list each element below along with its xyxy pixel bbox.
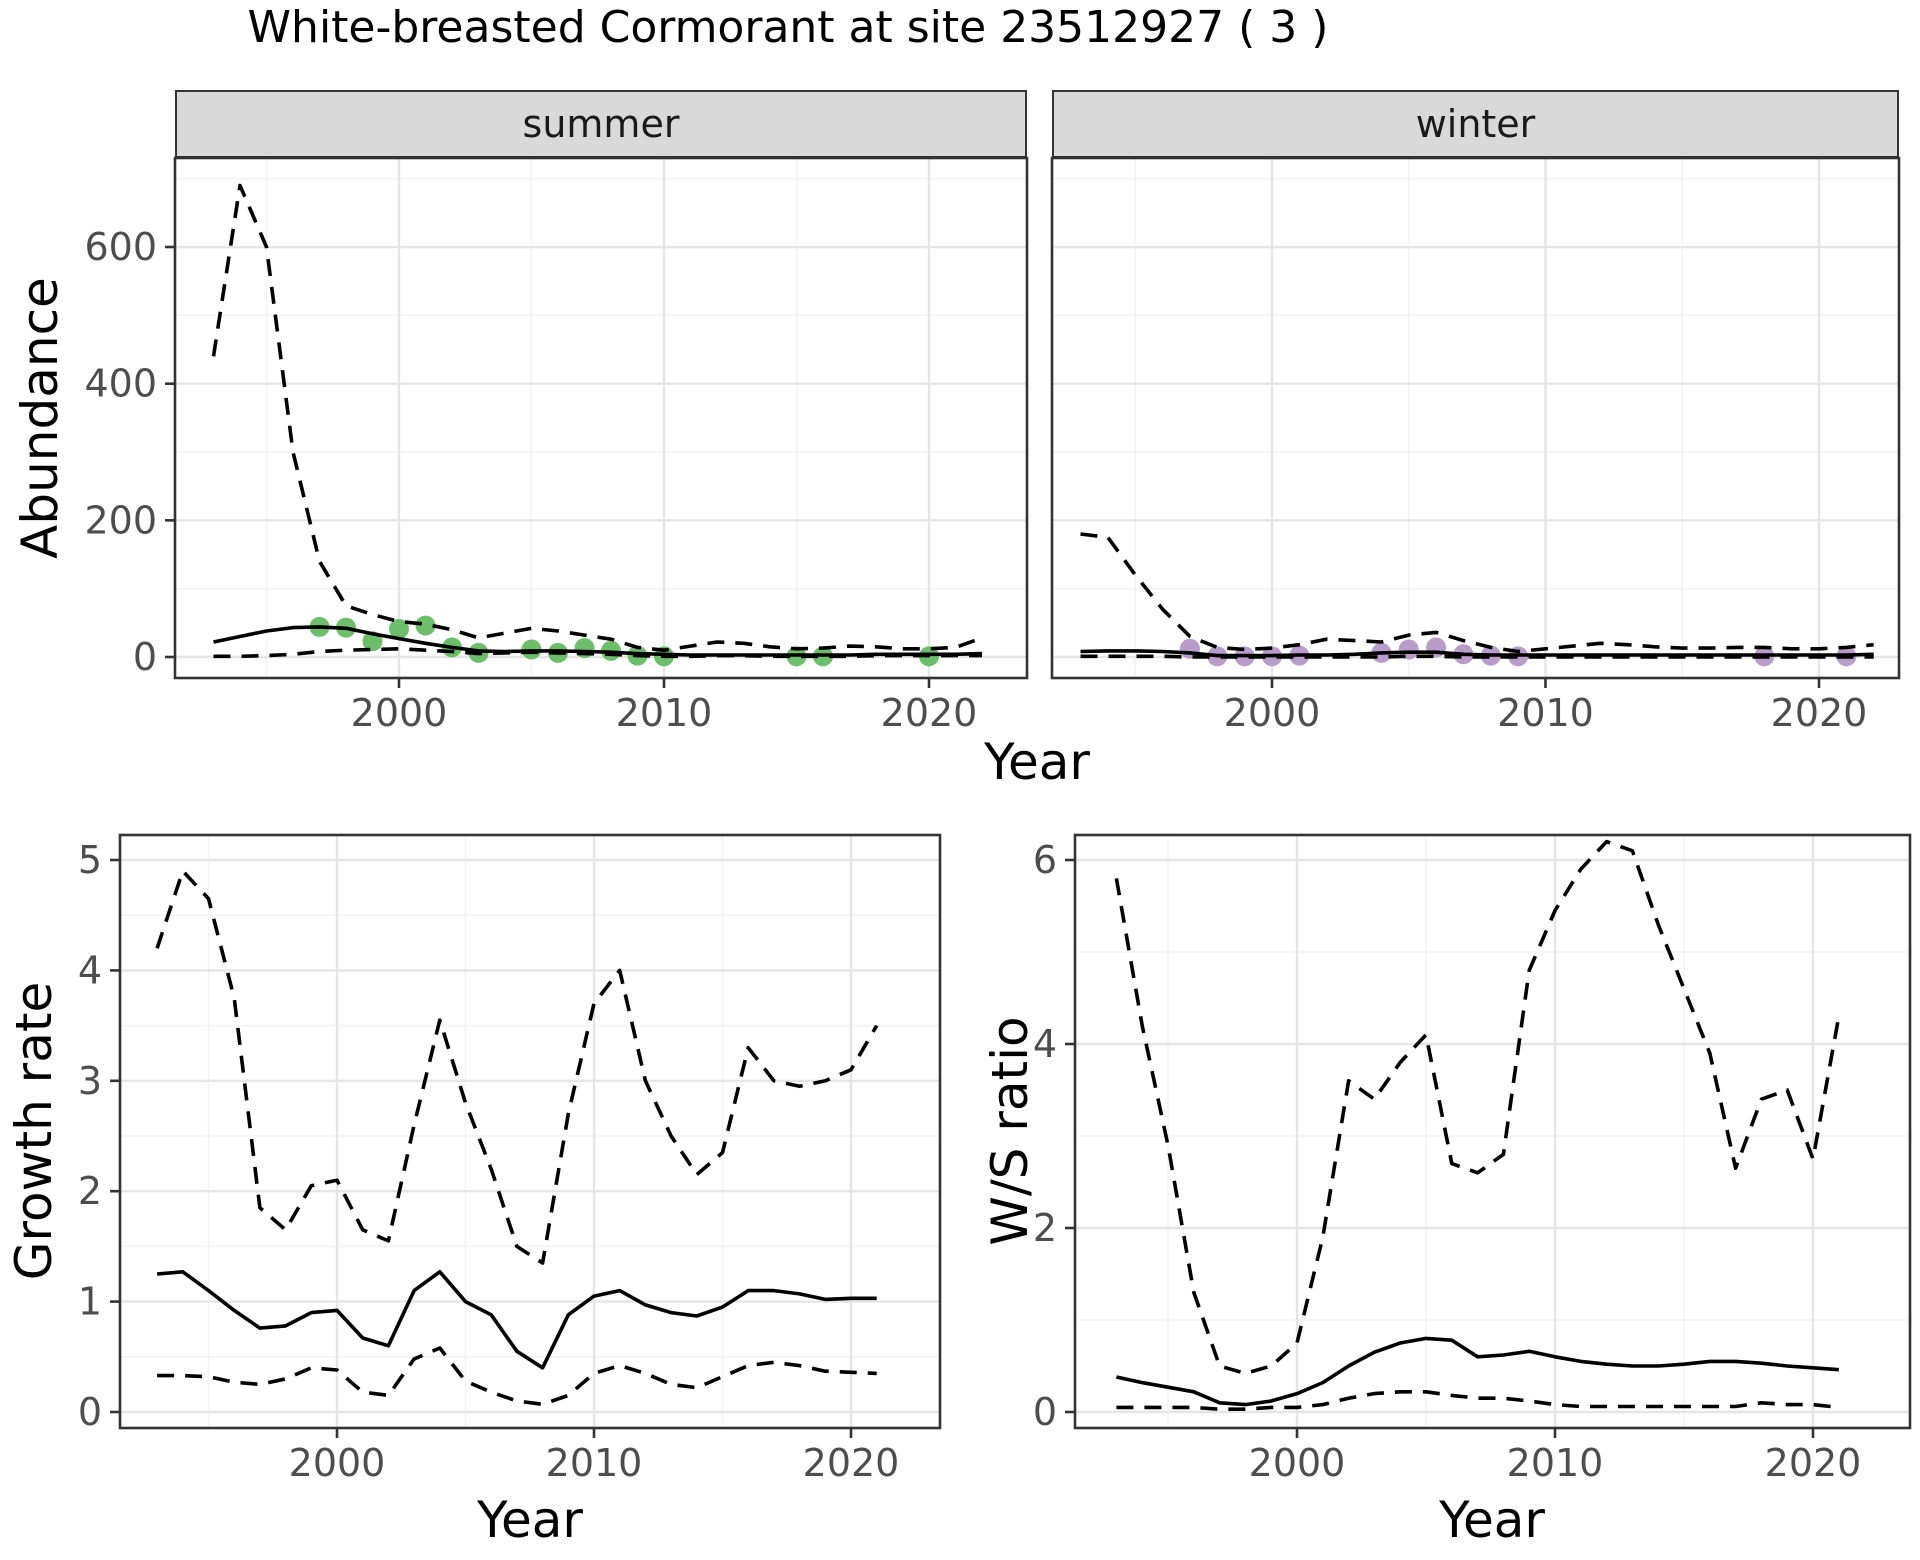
facet-strip-winter: winter bbox=[1052, 90, 1899, 158]
x-tick-label: 2000 bbox=[1224, 691, 1321, 735]
x-tick-label: 2000 bbox=[1249, 1441, 1346, 1485]
ci-lower-line bbox=[1080, 654, 1874, 659]
facet-strip-winter-label: winter bbox=[1415, 102, 1536, 146]
y-tick-label: 6 bbox=[1033, 838, 1057, 882]
growth-year-axis-label: Year bbox=[477, 1491, 583, 1549]
panel-background bbox=[175, 158, 1027, 678]
median-line bbox=[1116, 1336, 1839, 1407]
y-tick-label: 1 bbox=[78, 1280, 102, 1324]
observed-point bbox=[389, 618, 409, 639]
x-tick-label: 2020 bbox=[881, 691, 978, 735]
observed-point bbox=[1398, 639, 1419, 660]
y-tick-label: 0 bbox=[78, 1390, 102, 1434]
x-tick-label: 2010 bbox=[1497, 691, 1594, 735]
figure-title: White-breasted Cormorant at site 2351292… bbox=[247, 2, 1329, 53]
y-tick-label: 600 bbox=[84, 225, 157, 269]
ci-upper-line bbox=[1114, 839, 1841, 1376]
y-tick-label: 0 bbox=[133, 635, 157, 679]
x-tick-label: 2020 bbox=[1765, 1441, 1862, 1485]
panel-background bbox=[1052, 158, 1899, 678]
x-tick-label: 2000 bbox=[289, 1441, 386, 1485]
ci-lower-line bbox=[1116, 1390, 1839, 1411]
observed-point bbox=[415, 615, 436, 636]
panel-background bbox=[120, 835, 940, 1428]
y-tick-label: 4 bbox=[78, 948, 102, 992]
y-tick-label: 200 bbox=[84, 498, 157, 542]
y-tick-label: 3 bbox=[78, 1059, 102, 1103]
ci-upper-line bbox=[155, 869, 879, 1265]
median-line bbox=[1080, 649, 1874, 658]
y-tick-label: 400 bbox=[84, 362, 157, 406]
x-tick-label: 2010 bbox=[546, 1441, 643, 1485]
ci-lower-line bbox=[157, 1346, 877, 1407]
median-line bbox=[213, 625, 983, 657]
y-tick-label: 2 bbox=[1033, 1206, 1057, 1250]
ws-year-axis-label: Year bbox=[1439, 1491, 1545, 1549]
facet-strip-summer: summer bbox=[175, 90, 1027, 158]
ci-upper-line bbox=[211, 183, 983, 653]
ci-upper-line bbox=[1080, 532, 1874, 654]
x-tick-label: 2000 bbox=[351, 691, 448, 735]
y-tick-label: 5 bbox=[78, 838, 102, 882]
panel-border bbox=[118, 833, 942, 1430]
top-year-axis-label: Year bbox=[984, 733, 1090, 791]
median-line bbox=[156, 1270, 877, 1370]
ci-lower-line bbox=[213, 646, 982, 659]
x-tick-label: 2020 bbox=[1771, 691, 1868, 735]
x-tick-label: 2010 bbox=[616, 691, 713, 735]
facet-strip-summer-label: summer bbox=[522, 102, 680, 146]
y-tick-label: 0 bbox=[1033, 1390, 1057, 1434]
panel-border bbox=[1073, 833, 1912, 1430]
y-tick-label: 2 bbox=[78, 1169, 102, 1213]
panel-background bbox=[1075, 835, 1910, 1428]
panel-border bbox=[1050, 156, 1901, 680]
y-tick-label: 4 bbox=[1033, 1022, 1057, 1066]
x-tick-label: 2020 bbox=[803, 1441, 900, 1485]
x-tick-label: 2010 bbox=[1507, 1441, 1604, 1485]
panel-border bbox=[173, 156, 1029, 680]
